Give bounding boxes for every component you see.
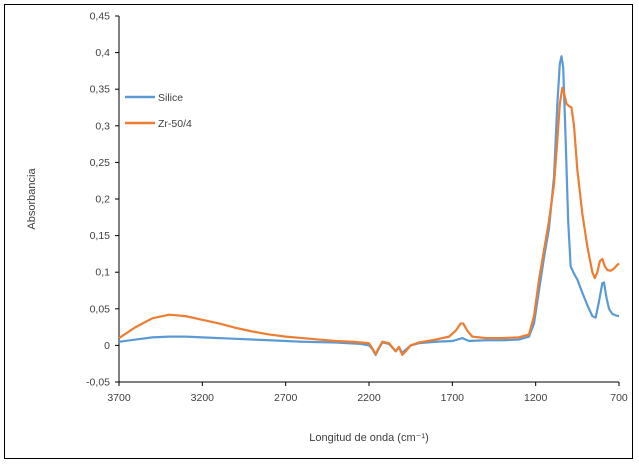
legend: Silice Zr-50/4	[125, 92, 192, 130]
x-tick-label: 2200	[357, 392, 381, 404]
x-tick-label: 2700	[274, 392, 298, 404]
x-tick-label: 3200	[191, 392, 215, 404]
absorbance-chart: -0,05 0 0,05 0,1 0,15 0,2 0,25 0,3 0,35 0,4 0,45 3…	[26, 11, 628, 445]
y-tick-label: 0,35	[90, 84, 111, 96]
x-tick-label: 1700	[441, 392, 465, 404]
series-line-zr-50-4	[118, 86, 620, 357]
y-tick-label: 0,25	[90, 157, 111, 169]
y-tick-label: 0,2	[95, 194, 110, 206]
y-axis-ticks: -0,05 0 0,05 0,1 0,15 0,2 0,25 0,3 0,35 0,4 0,45	[86, 11, 119, 389]
series-line-silice	[118, 55, 620, 357]
y-tick-label: 0,15	[90, 230, 111, 242]
x-tick-label: 3700	[107, 392, 131, 404]
series-group	[118, 55, 620, 357]
y-tick-label: 0,05	[90, 303, 111, 315]
y-tick-label: 0,1	[95, 267, 110, 279]
chart-frame: -0,05 0 0,05 0,1 0,15 0,2 0,25 0,3 0,35 0,4 0,45 3…	[4, 4, 633, 459]
legend-label: Silice	[158, 92, 183, 104]
y-tick-label: 0,3	[95, 120, 110, 132]
y-tick-label: 0,45	[90, 11, 111, 23]
legend-label: Zr-50/4	[158, 118, 192, 130]
y-tick-label: 0,4	[95, 47, 110, 59]
y-tick-label: 0	[104, 340, 110, 352]
y-axis-title: Absorbancia	[26, 168, 38, 230]
x-tick-label: 1200	[524, 392, 548, 404]
x-tick-label: 700	[610, 392, 628, 404]
y-tick-label: -0,05	[86, 377, 110, 389]
x-axis-title: Longitud de onda (cm⁻¹)	[309, 432, 429, 444]
x-axis-ticks: 3700 3200 2700 2200 1700 1200 700	[107, 382, 628, 404]
